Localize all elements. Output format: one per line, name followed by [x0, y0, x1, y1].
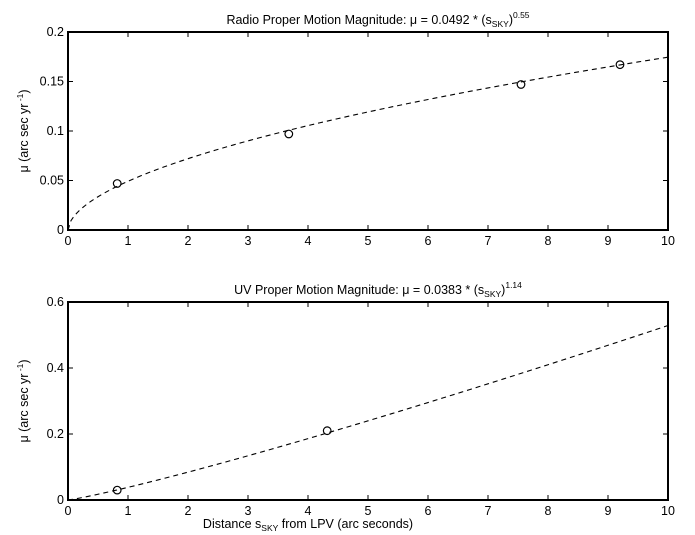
y-axis-label: μ (arc sec yr -1): [15, 359, 31, 442]
x-tick-label: 1: [125, 234, 132, 248]
data-point: [615, 60, 625, 70]
chart-title: UV Proper Motion Magnitude: μ = 0.0383 *…: [234, 280, 522, 299]
uv-proper-motion-plot: UV Proper Motion Magnitude: μ = 0.0383 *…: [15, 280, 675, 533]
plot-frame: [67, 31, 669, 231]
y-tick-label: 0.1: [47, 124, 64, 138]
chart-title: Radio Proper Motion Magnitude: μ = 0.049…: [226, 10, 529, 29]
y-tick-label: 0.2: [47, 427, 64, 441]
fit-curve: [67, 56, 669, 231]
x-tick-label: 5: [365, 234, 372, 248]
x-tick-label: 10: [661, 234, 675, 248]
x-tick-label: 7: [485, 234, 492, 248]
y-tick-label: 0.4: [47, 361, 64, 375]
x-tick-label: 2: [185, 234, 192, 248]
data-points: [112, 60, 625, 188]
radio-proper-motion-plot: Radio Proper Motion Magnitude: μ = 0.049…: [15, 10, 675, 248]
x-tick-label: 6: [425, 234, 432, 248]
x-tick-label: 6: [425, 504, 432, 518]
x-tick-label: 9: [605, 504, 612, 518]
x-tick-label: 4: [305, 504, 312, 518]
x-tick-label: 3: [245, 504, 252, 518]
plot-frame: [67, 301, 669, 501]
x-tick-label: 4: [305, 234, 312, 248]
x-tick-label: 7: [485, 504, 492, 518]
y-tick-label: 0.2: [47, 25, 64, 39]
data-point: [516, 80, 526, 89]
y-axis-label: μ (arc sec yr -1): [15, 89, 31, 172]
x-tick-label: 8: [545, 234, 552, 248]
y-tick-label: 0.6: [47, 295, 64, 309]
y-tick-label: 0.15: [40, 75, 64, 89]
y-tick-label: 0.05: [40, 174, 64, 188]
fit-curve: [67, 325, 669, 501]
data-point: [112, 485, 122, 495]
x-tick-label: 8: [545, 504, 552, 518]
data-point: [112, 179, 122, 188]
x-tick-label: 9: [605, 234, 612, 248]
x-tick-label: 2: [185, 504, 192, 518]
x-tick-label: 5: [365, 504, 372, 518]
x-axis-label: Distance sSKY from LPV (arc seconds): [203, 517, 413, 533]
y-tick-label: 0: [57, 493, 64, 507]
x-tick-label: 1: [125, 504, 132, 518]
axis-ticks: 0 1 2 3 4 5 6 7 8 9 10 0 0.05 0.1 0.15 0.2: [40, 25, 675, 248]
x-tick-label: 3: [245, 234, 252, 248]
y-tick-label: 0: [57, 223, 64, 237]
x-tick-label: 10: [661, 504, 675, 518]
data-points: [112, 426, 332, 495]
data-point: [322, 426, 332, 436]
axis-ticks: 0 1 2 3 4 5 6 7 8 9 10 0 0.2 0.4 0.6: [47, 295, 675, 518]
x-tick-label: 0: [65, 234, 72, 248]
x-tick-label: 0: [65, 504, 72, 518]
data-point: [284, 129, 294, 139]
